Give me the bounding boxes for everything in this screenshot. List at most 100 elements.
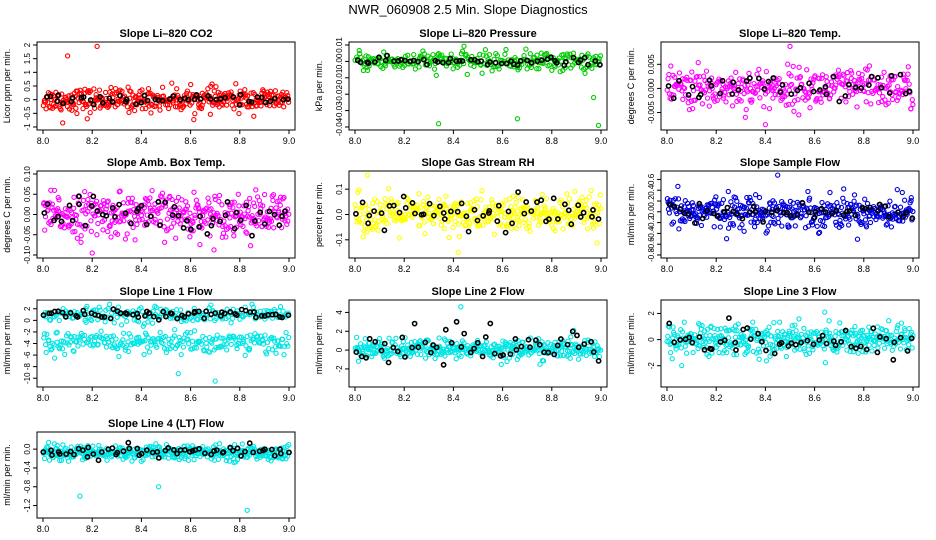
- data-point: [171, 333, 177, 339]
- data-point: [535, 204, 541, 211]
- data-point: [247, 332, 253, 338]
- data-point: [355, 358, 362, 364]
- data-point: [181, 313, 188, 320]
- data-point: [708, 346, 715, 353]
- data-point: [683, 350, 690, 356]
- data-point: [537, 219, 543, 225]
- data-point: [378, 210, 385, 217]
- data-point: [357, 59, 364, 66]
- data-point: [84, 453, 91, 460]
- data-point: [759, 338, 765, 345]
- data-point: [143, 447, 150, 453]
- data-point: [665, 83, 672, 89]
- data-point: [818, 99, 824, 105]
- data-point: [125, 348, 132, 355]
- x-tick-label: 8.4: [447, 393, 460, 403]
- y-tick-label: -0.8: [647, 248, 656, 262]
- x-tick-label: 8.0: [37, 264, 50, 274]
- data-point: [44, 331, 50, 337]
- data-point: [823, 91, 830, 98]
- data-point: [155, 454, 162, 461]
- data-point: [213, 344, 219, 351]
- outlier-point: [595, 122, 602, 129]
- plot-title: Slope Line 3 Flow: [744, 286, 837, 298]
- data-point: [361, 228, 367, 234]
- data-point: [360, 67, 367, 74]
- data-point: [135, 95, 141, 101]
- data-point: [80, 105, 86, 112]
- series-1: [664, 309, 916, 369]
- y-tick-label: -0.01: [335, 68, 344, 87]
- y-tick-label: -1.2: [23, 498, 32, 512]
- data-point: [689, 83, 696, 90]
- x-tick-label: 8.8: [546, 264, 559, 274]
- data-point: [187, 210, 193, 216]
- data-point: [749, 97, 755, 103]
- data-point: [480, 212, 487, 219]
- data-point: [859, 327, 866, 333]
- data-point: [448, 339, 455, 346]
- data-point: [54, 442, 60, 449]
- data-point: [733, 347, 739, 353]
- data-point: [854, 236, 861, 242]
- data-point: [454, 202, 460, 208]
- data-point: [177, 337, 184, 344]
- data-point: [572, 188, 578, 195]
- page-title: NWR_060908 2.5 Min. Slope Diagnostics: [348, 2, 588, 17]
- y-tick-label: 0.00: [23, 206, 32, 222]
- data-point: [534, 52, 540, 58]
- data-point: [729, 103, 736, 109]
- data-point: [538, 57, 545, 64]
- data-point: [181, 446, 188, 453]
- data-point: [902, 327, 908, 334]
- data-point: [191, 457, 197, 463]
- data-point: [694, 73, 700, 80]
- data-point: [583, 205, 590, 211]
- data-point: [556, 219, 562, 225]
- data-point: [109, 98, 116, 105]
- data-point: [45, 207, 51, 213]
- data-point: [208, 222, 215, 229]
- data-point: [481, 343, 487, 349]
- data-point: [276, 102, 282, 108]
- data-point: [174, 450, 180, 457]
- data-point: [56, 317, 62, 324]
- data-point: [197, 241, 203, 248]
- data-point: [111, 320, 117, 326]
- data-point: [560, 226, 566, 232]
- y-tick-label: 0.0: [23, 443, 32, 455]
- data-point: [822, 360, 829, 366]
- data-point: [756, 356, 762, 362]
- data-point: [236, 203, 242, 209]
- data-point: [805, 188, 811, 195]
- data-point: [192, 215, 198, 221]
- data-point: [173, 198, 180, 205]
- x-tick-label: 9.0: [283, 524, 296, 534]
- data-point: [458, 51, 465, 57]
- data-point: [243, 202, 249, 209]
- data-point: [435, 210, 442, 216]
- data-point: [456, 233, 463, 240]
- data-point: [890, 216, 896, 222]
- data-point: [174, 86, 180, 92]
- outlier-point: [60, 120, 66, 126]
- data-point: [96, 442, 102, 449]
- data-point: [771, 319, 777, 326]
- data-point: [98, 328, 104, 334]
- data-point: [706, 77, 713, 84]
- outlier-point: [455, 249, 461, 256]
- data-point: [743, 205, 750, 211]
- data-point: [215, 212, 221, 219]
- data-point: [112, 213, 118, 220]
- y-tick-label: 0.6: [647, 173, 656, 185]
- data-point: [242, 448, 248, 455]
- data-point: [804, 337, 811, 344]
- data-point: [187, 91, 193, 97]
- data-point: [761, 86, 768, 92]
- data-point: [114, 449, 121, 456]
- data-point: [114, 231, 121, 237]
- data-point: [362, 336, 368, 342]
- data-point: [110, 202, 116, 209]
- data-point: [88, 203, 95, 209]
